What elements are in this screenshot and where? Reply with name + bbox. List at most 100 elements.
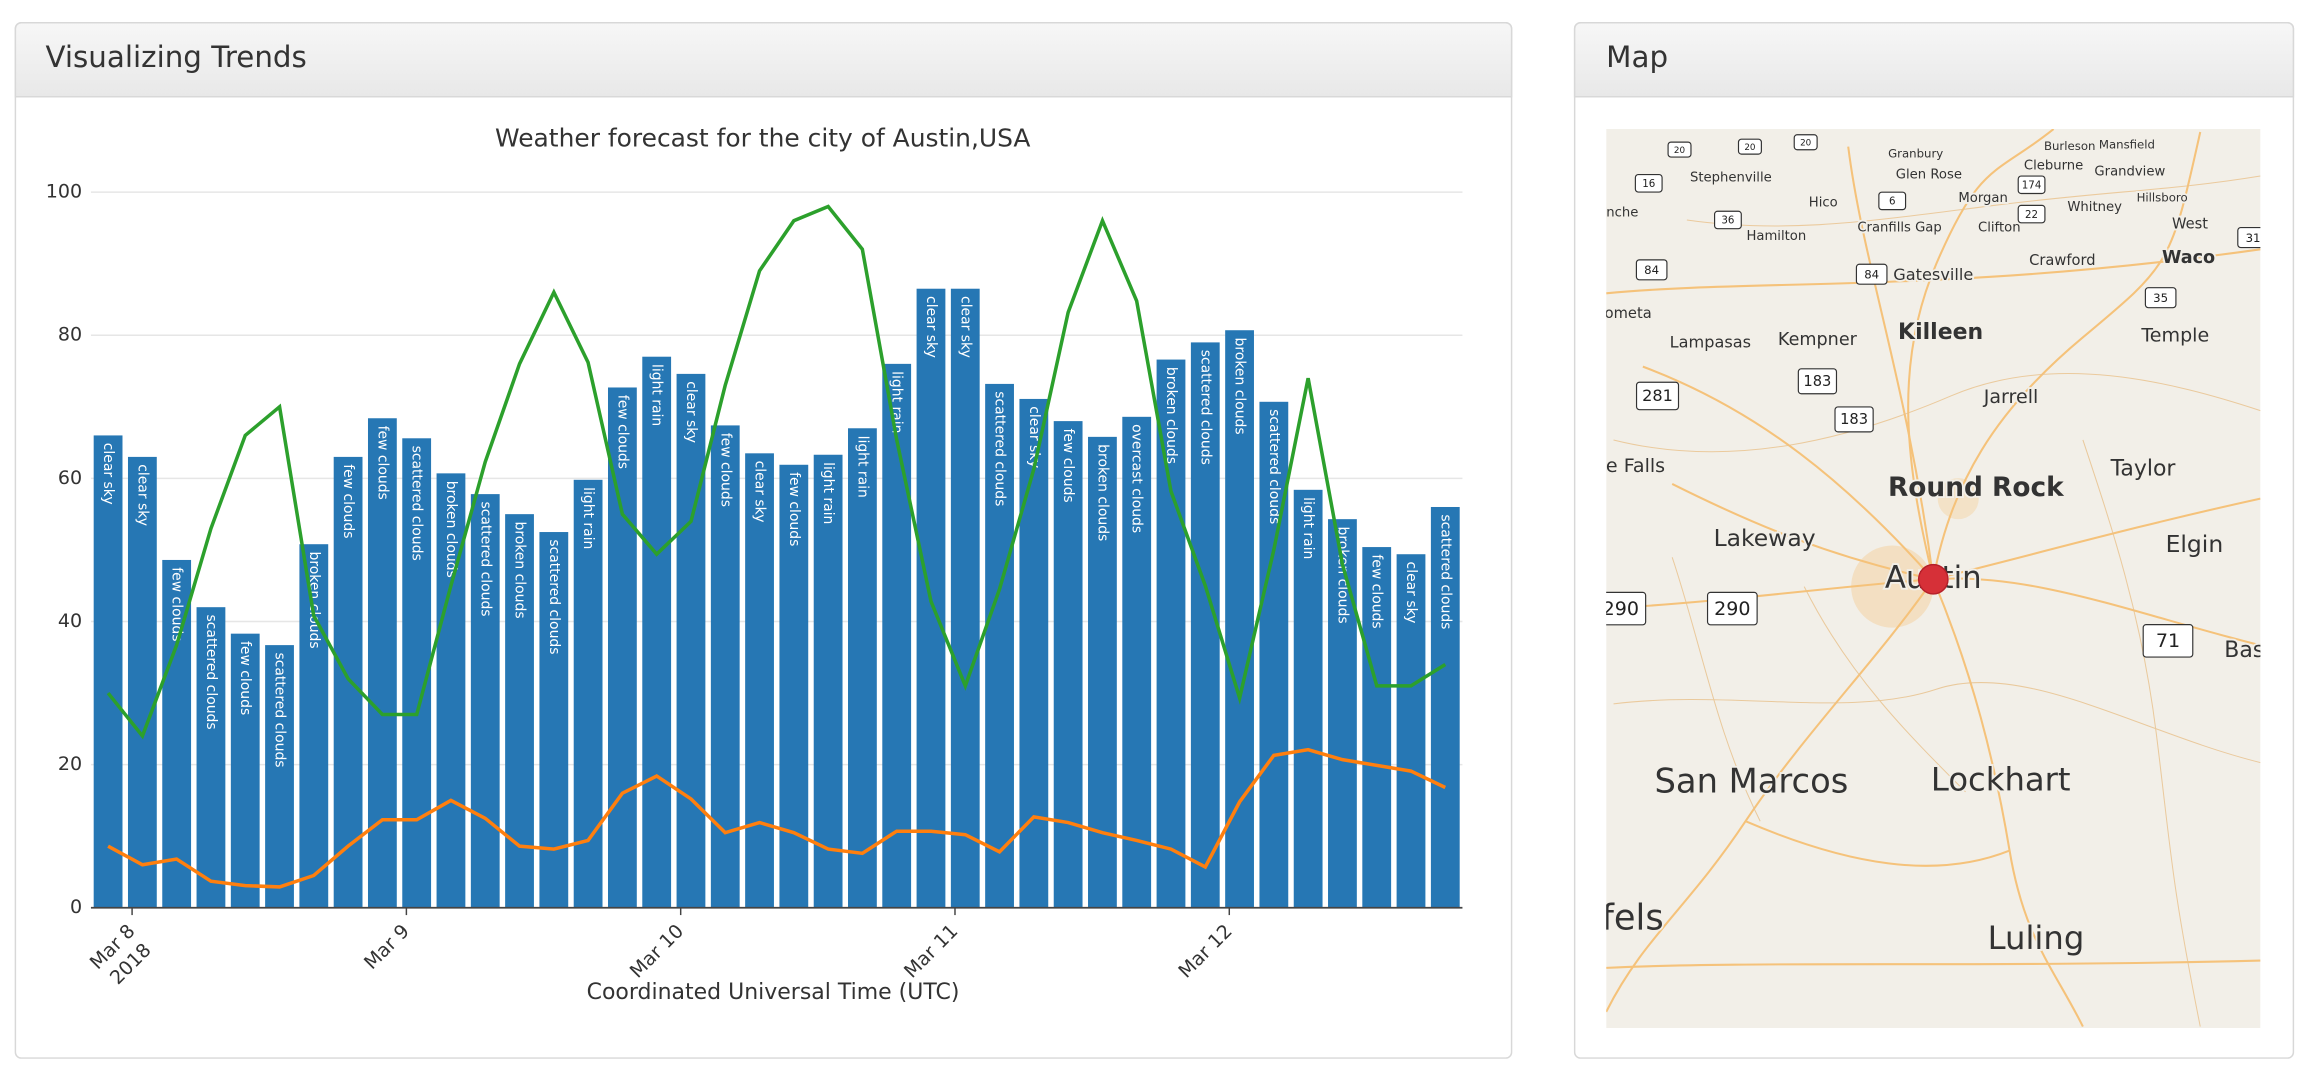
bar-label: few clouds <box>1060 428 1076 502</box>
map-place-label: Whitney <box>2067 200 2122 215</box>
bar <box>642 356 672 908</box>
road-shield-label: 20 <box>1800 138 1811 148</box>
bar <box>1225 330 1254 908</box>
bar <box>127 456 157 908</box>
road-shield <box>1737 138 1762 155</box>
bar <box>1190 342 1220 908</box>
map-place-label: Taylor <box>2110 456 2177 481</box>
bar-label: clear sky <box>683 381 699 443</box>
road-shield <box>1667 141 1692 158</box>
bar-label: light rain <box>854 436 870 498</box>
bar-label: light rain <box>580 487 596 549</box>
bar <box>848 428 877 908</box>
panel-title: Visualizing Trends <box>45 40 306 74</box>
map-place-label: Hico <box>1809 195 1838 210</box>
map-place-label: Mansfield <box>2099 138 2155 152</box>
y-tick-label: 100 <box>46 181 82 203</box>
bar-label: broken clouds <box>443 481 459 578</box>
bar-label: clear sky <box>1403 562 1419 624</box>
map-place-label: Cleburne <box>2024 159 2083 174</box>
road-shield <box>1635 381 1680 411</box>
bar-label: scattered clouds <box>992 391 1008 506</box>
map-place-label: Grandview <box>2094 165 2165 180</box>
bar-label: light rain <box>1300 497 1316 559</box>
bar-label: broken clouds <box>1094 444 1110 541</box>
y-tick-label: 0 <box>70 896 82 918</box>
minor-roads <box>1613 175 2261 1027</box>
y-tick-label: 60 <box>58 467 82 489</box>
map-place-label: Granbury <box>1888 146 1943 160</box>
road-shield <box>2237 227 2261 249</box>
bar-label: scattered clouds <box>203 615 219 730</box>
bar-label: scattered clouds <box>1437 514 1453 629</box>
bar-label: few clouds <box>340 464 356 538</box>
road-shield-label: 290 <box>1714 598 1750 620</box>
map-place-label: e Falls <box>1606 455 1665 477</box>
bar-label: few clouds <box>614 395 630 469</box>
road-shield <box>1834 406 1874 433</box>
map-place-label: Hillsboro <box>2137 190 2188 204</box>
bar <box>470 494 500 908</box>
map-place-label: Elgin <box>2166 530 2224 558</box>
road-shield-label: 84 <box>1644 263 1659 277</box>
location-marker[interactable] <box>1917 563 1949 595</box>
bar <box>1122 416 1152 908</box>
map-place-label: Lakeway <box>1714 524 1816 552</box>
road-shield-label: 36 <box>1721 215 1734 227</box>
bar-label: clear sky <box>957 296 973 358</box>
map-place-label: Waco <box>2162 248 2215 268</box>
road-shield-label: 16 <box>1642 178 1655 190</box>
bar <box>333 456 363 908</box>
bar-label: scattered clouds <box>409 446 425 561</box>
bar-label: clear sky <box>100 443 116 505</box>
bar-label: overcast clouds <box>1129 424 1145 533</box>
bar <box>1156 359 1186 908</box>
bar <box>882 363 912 908</box>
bar <box>573 479 603 908</box>
bar <box>813 454 843 908</box>
line <box>107 747 1447 889</box>
y-tick-label: 40 <box>58 610 82 632</box>
road-shield <box>1797 368 1838 395</box>
map-place-label: fels <box>1602 897 1664 938</box>
bar <box>505 514 534 908</box>
road-shield-label: 84 <box>1864 267 1879 281</box>
map-place-label: Lockhart <box>1931 761 2071 799</box>
urban-area <box>1937 478 1979 520</box>
bar <box>985 383 1014 908</box>
road-shield <box>2142 624 2194 658</box>
bar <box>196 607 226 908</box>
bar-label: clear sky <box>752 461 768 523</box>
road-shield-label: 31 <box>2246 231 2261 245</box>
bar-label: scattered clouds <box>546 539 562 654</box>
map-place-label: Stephenville <box>1690 170 1772 185</box>
bar-label: scattered clouds <box>1197 350 1213 465</box>
bar-label: few clouds <box>786 472 802 546</box>
bar-label: clear sky <box>134 464 150 526</box>
map-place-label: West <box>2172 215 2208 232</box>
bar <box>1293 489 1323 908</box>
panel-header <box>14 21 1513 98</box>
map-place-label: Glen Rose <box>1896 168 1962 183</box>
map-place-label: Cranfills Gap <box>1857 220 1941 235</box>
bar <box>230 633 260 908</box>
bar-label: few clouds <box>374 426 390 500</box>
bar <box>1396 554 1426 908</box>
bar <box>950 288 980 908</box>
bar-label: broken clouds <box>1163 367 1179 464</box>
bar <box>1328 519 1357 908</box>
map-place-label: Morgan <box>1958 191 2007 206</box>
map-place-label: Luling <box>1988 919 2085 957</box>
x-axis-title: Coordinated Universal Time (UTC) <box>587 980 960 1005</box>
bar-label: scattered clouds <box>272 652 288 767</box>
map-place-label: Bas <box>2224 638 2264 663</box>
line <box>106 204 1447 740</box>
road-shield <box>1878 191 1907 211</box>
bar <box>1430 506 1460 908</box>
road-shield <box>1634 173 1663 193</box>
road-shield <box>1606 591 1647 626</box>
road-shield <box>1793 134 1818 151</box>
road-shield-label: 183 <box>1840 411 1868 428</box>
map-place-label: Crawford <box>2029 252 2095 269</box>
